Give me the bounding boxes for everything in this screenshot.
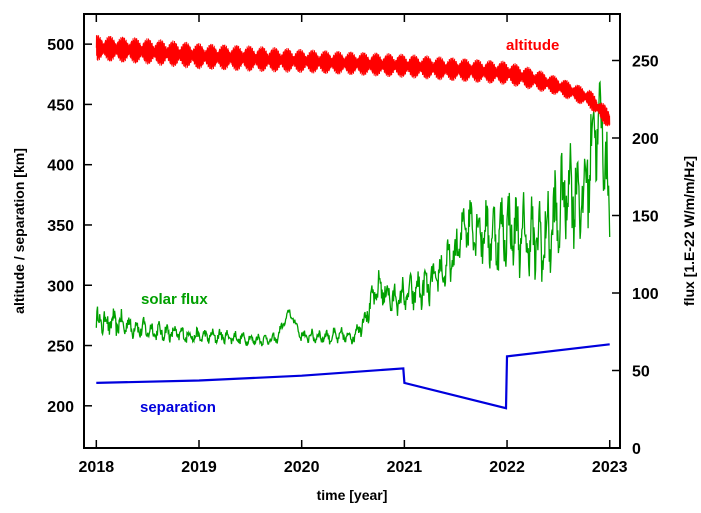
y-right-tick-label: 100 xyxy=(632,286,659,303)
y-left-tick-label: 350 xyxy=(47,218,74,235)
y-left-axis-label: altitude / separation [km] xyxy=(11,148,27,314)
y-right-tick-label: 200 xyxy=(632,131,659,148)
series-separation xyxy=(96,343,610,410)
x-axis-label: time [year] xyxy=(317,487,388,503)
series-label-altitude: altitude xyxy=(506,37,559,54)
series-altitude xyxy=(95,34,611,127)
x-tick-label: 2022 xyxy=(489,459,525,476)
plot-lines xyxy=(95,34,611,410)
y-left-tick-label: 250 xyxy=(47,339,74,356)
plot-frame xyxy=(83,13,621,449)
x-tick-label: 2020 xyxy=(284,459,320,476)
y-left-tick-label: 450 xyxy=(47,97,74,114)
y-left-tick-label: 500 xyxy=(47,37,74,54)
series-label-separation: separation xyxy=(140,399,216,416)
y-right-ticks: 0 50 100 150 200 250 xyxy=(612,54,659,458)
series-label-solar-flux: solar flux xyxy=(141,291,208,308)
series-solar-flux xyxy=(95,80,611,347)
x-tick-label: 2023 xyxy=(592,459,628,476)
x-tick-label: 2019 xyxy=(181,459,217,476)
y-right-tick-label: 0 xyxy=(632,441,641,458)
y-right-tick-label: 150 xyxy=(632,209,659,226)
y-left-tick-label: 300 xyxy=(47,278,74,295)
y-left-tick-label: 400 xyxy=(47,158,74,175)
y-left-tick-label: 200 xyxy=(47,399,74,416)
y-left-ticks: 200 250 300 350 400 450 500 xyxy=(47,37,92,416)
x-tick-label: 2018 xyxy=(79,459,115,476)
x-ticks: 2018 2019 2020 2021 2022 2023 xyxy=(79,14,628,476)
y-right-tick-label: 250 xyxy=(632,54,659,71)
y-right-tick-label: 50 xyxy=(632,364,650,381)
y-right-axis-label: flux [1.E-22 W/m/m/Hz] xyxy=(681,156,697,306)
x-tick-label: 2021 xyxy=(387,459,423,476)
